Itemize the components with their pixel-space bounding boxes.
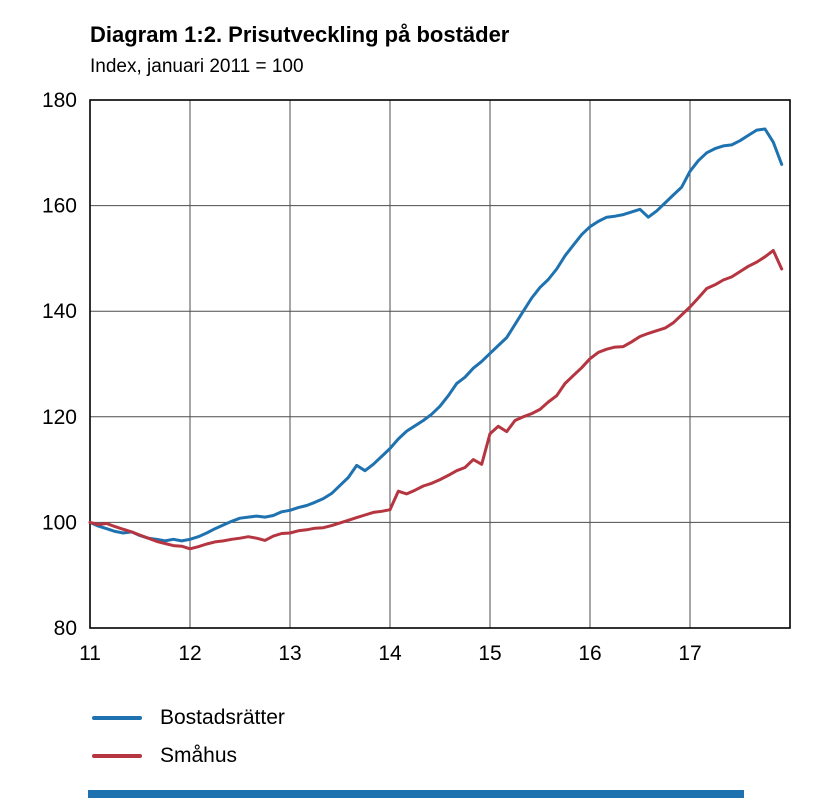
chart-legend: Bostadsrätter Småhus	[92, 706, 285, 768]
svg-text:16: 16	[578, 642, 601, 665]
svg-text:17: 17	[678, 642, 701, 665]
price-index-line-chart: 80 100 120 140 160 180 11 12 13 14 15 16 17	[42, 89, 791, 665]
svg-text:180: 180	[42, 89, 77, 112]
legend-label-bostadsratter: Bostadsrätter	[160, 706, 285, 729]
svg-text:160: 160	[42, 195, 77, 218]
chart-subtitle: Index, januari 2011 = 100	[90, 56, 304, 77]
svg-text:11: 11	[79, 642, 101, 665]
svg-text:13: 13	[278, 642, 301, 665]
legend-label-smahus: Småhus	[160, 744, 238, 767]
svg-text:15: 15	[478, 642, 501, 665]
chart-title: Diagram 1:2. Prisutveckling på bostäder	[90, 22, 510, 47]
smahus-line-swatch	[92, 754, 142, 758]
legend-item-bostadsratter: Bostadsrätter	[92, 706, 285, 730]
footer-accent-bar	[88, 790, 744, 798]
legend-item-smahus: Småhus	[92, 744, 285, 768]
svg-text:14: 14	[378, 642, 402, 665]
svg-text:12: 12	[178, 642, 201, 665]
svg-text:140: 140	[42, 300, 77, 323]
svg-text:100: 100	[42, 511, 77, 534]
bostadsratter-line-swatch	[92, 716, 142, 720]
svg-text:80: 80	[54, 617, 77, 640]
svg-text:120: 120	[42, 406, 77, 429]
